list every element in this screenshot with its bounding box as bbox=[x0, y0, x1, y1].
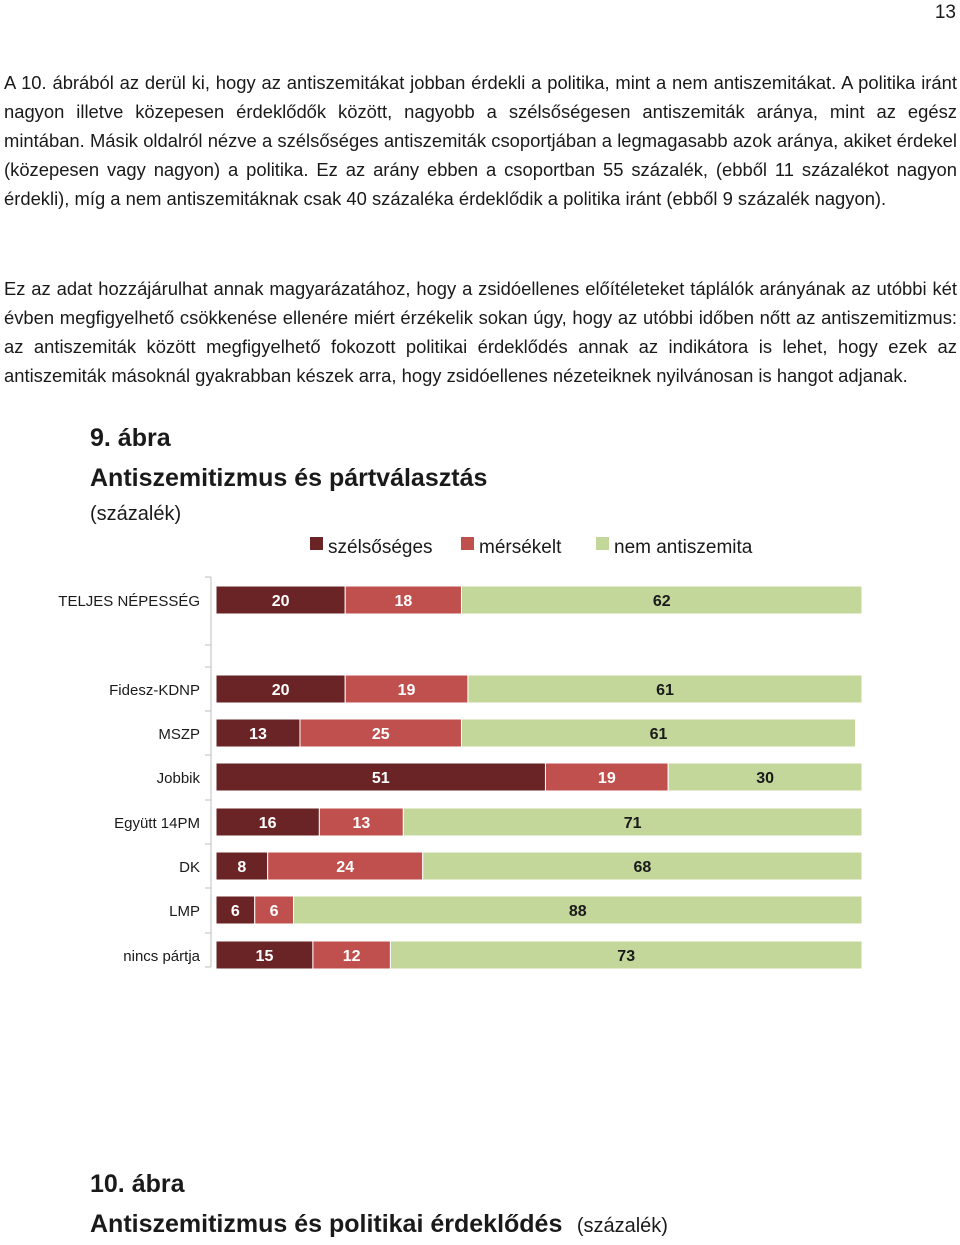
page-number: 13 bbox=[934, 2, 956, 23]
category-labels: TELJES NÉPESSÉG Fidesz-KDNP MSZP Jobbik Együ… bbox=[58, 593, 200, 965]
bar-segment-2-1 bbox=[299, 718, 462, 748]
chart-legend: szélsőséges mérsékelt nem antiszemita bbox=[310, 537, 753, 558]
chart-bars bbox=[215, 585, 863, 970]
category-label-7: nincs pártja bbox=[123, 948, 200, 965]
bar-segment-3-2 bbox=[667, 762, 863, 792]
category-label-3: Jobbik bbox=[157, 770, 201, 787]
value-label-0-2: 62 bbox=[653, 593, 671, 610]
value-label-3-0: 51 bbox=[372, 770, 390, 787]
value-label-4-2: 71 bbox=[624, 815, 642, 832]
bar-segment-0-2 bbox=[460, 585, 863, 615]
bar-segment-5-2 bbox=[422, 851, 863, 881]
category-label-6: LMP bbox=[169, 903, 200, 920]
bar-segment-1-0 bbox=[215, 674, 346, 704]
bar-segment-5-1 bbox=[267, 851, 424, 881]
bar-segment-0-1 bbox=[344, 585, 462, 615]
value-label-3-2: 30 bbox=[756, 770, 774, 787]
bar-segment-3-1 bbox=[544, 762, 669, 792]
value-label-5-1: 24 bbox=[336, 859, 354, 876]
value-label-5-0: 8 bbox=[237, 859, 246, 876]
figure-10-number: 10. ábra bbox=[90, 1170, 185, 1198]
legend-label-0: szélsőséges bbox=[328, 537, 433, 558]
value-label-6-0: 6 bbox=[231, 903, 240, 920]
category-axis-ticks bbox=[205, 576, 211, 968]
category-label-5: DK bbox=[179, 859, 200, 876]
bar-segment-7-0 bbox=[215, 940, 314, 970]
value-label-4-1: 13 bbox=[352, 815, 370, 832]
value-label-3-1: 19 bbox=[598, 770, 616, 787]
category-label-4: Együtt 14PM bbox=[114, 815, 200, 832]
bar-segment-6-1 bbox=[254, 895, 295, 925]
value-label-1-1: 19 bbox=[398, 682, 416, 699]
value-label-7-0: 15 bbox=[256, 948, 274, 965]
value-label-4-0: 16 bbox=[259, 815, 277, 832]
body-paragraph-1: A 10. ábrából az derül ki, hogy az antis… bbox=[4, 72, 957, 209]
value-label-2-0: 13 bbox=[249, 726, 267, 743]
value-label-2-2: 61 bbox=[650, 726, 668, 743]
bar-segment-7-2 bbox=[389, 940, 863, 970]
value-label-7-2: 73 bbox=[617, 948, 635, 965]
legend-label-1: mérsékelt bbox=[479, 537, 562, 558]
value-label-6-2: 88 bbox=[569, 903, 587, 920]
bar-segment-3-0 bbox=[215, 762, 546, 792]
bar-segment-0-0 bbox=[215, 585, 346, 615]
bar-segment-4-2 bbox=[402, 807, 863, 837]
category-label-2: MSZP bbox=[158, 726, 200, 743]
category-label-1: Fidesz-KDNP bbox=[109, 682, 200, 699]
legend-swatch-0 bbox=[310, 537, 323, 550]
legend-swatch-2 bbox=[596, 537, 609, 550]
value-label-6-1: 6 bbox=[270, 903, 279, 920]
bar-segment-2-0 bbox=[215, 718, 301, 748]
bar-segment-6-2 bbox=[293, 895, 863, 925]
figure-9-unit: (százalék) bbox=[90, 503, 182, 525]
figure-9-number: 9. ábra bbox=[90, 424, 171, 452]
bar-segment-2-2 bbox=[460, 718, 857, 748]
value-label-0-1: 18 bbox=[394, 593, 412, 610]
value-label-7-1: 12 bbox=[343, 948, 361, 965]
value-labels: 20 18 62 20 19 61 13 25 61 51 19 30 16 13 71 8 24 68 6 6 88 1… bbox=[231, 593, 774, 965]
value-label-0-0: 20 bbox=[272, 593, 290, 610]
value-label-2-1: 25 bbox=[372, 726, 390, 743]
legend-swatch-1 bbox=[461, 537, 474, 550]
value-label-5-2: 68 bbox=[633, 859, 651, 876]
figure-10-title: Antiszemitizmus és politikai érdeklődés bbox=[90, 1210, 563, 1238]
figure-10-unit: (százalék) bbox=[576, 1215, 668, 1237]
value-label-1-0: 20 bbox=[272, 682, 290, 699]
legend-label-2: nem antiszemita bbox=[614, 537, 753, 558]
party-antisemitism-bar-chart: szélsőséges mérsékelt nem antiszemita TELJ… bbox=[58, 537, 863, 970]
bar-segment-5-0 bbox=[215, 851, 269, 881]
category-label-0: TELJES NÉPESSÉG bbox=[58, 593, 200, 610]
bar-segment-7-1 bbox=[312, 940, 391, 970]
figure-9-title: Antiszemitizmus és pártválasztás bbox=[90, 464, 488, 492]
bar-segment-6-0 bbox=[215, 895, 256, 925]
body-paragraph-2: Ez az adat hozzájárulhat annak magyaráza… bbox=[4, 278, 957, 386]
value-label-1-2: 61 bbox=[656, 682, 674, 699]
bar-segment-1-2 bbox=[467, 674, 863, 704]
figure-10-heading: Antiszemitizmus és politikai érdeklődés … bbox=[90, 1210, 668, 1239]
